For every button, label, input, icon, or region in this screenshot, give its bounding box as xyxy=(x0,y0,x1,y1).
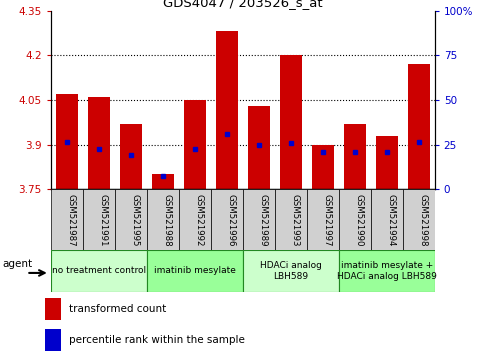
Text: GSM521987: GSM521987 xyxy=(67,194,76,247)
Bar xyxy=(51,250,147,292)
Bar xyxy=(339,250,435,292)
Bar xyxy=(247,106,270,189)
Bar xyxy=(375,136,398,189)
Bar xyxy=(243,189,275,250)
Bar xyxy=(87,97,110,189)
Text: imatinib mesylate: imatinib mesylate xyxy=(154,266,236,275)
Title: GDS4047 / 203526_s_at: GDS4047 / 203526_s_at xyxy=(163,0,323,10)
Bar xyxy=(184,100,206,189)
Text: no treatment control: no treatment control xyxy=(52,266,146,275)
Text: GSM521993: GSM521993 xyxy=(291,194,300,247)
Bar xyxy=(403,189,435,250)
Bar xyxy=(45,329,61,351)
Bar xyxy=(115,189,147,250)
Text: GSM521995: GSM521995 xyxy=(131,194,140,247)
Text: GSM521994: GSM521994 xyxy=(387,194,396,247)
Text: HDACi analog
LBH589: HDACi analog LBH589 xyxy=(260,261,322,280)
Text: GSM521992: GSM521992 xyxy=(195,194,204,247)
Text: GSM521990: GSM521990 xyxy=(355,194,364,247)
Bar xyxy=(45,298,61,320)
Bar xyxy=(312,145,334,189)
Text: GSM521997: GSM521997 xyxy=(323,194,332,247)
Bar xyxy=(371,189,403,250)
Bar xyxy=(339,189,371,250)
Bar xyxy=(307,189,339,250)
Bar xyxy=(179,189,211,250)
Bar xyxy=(211,189,243,250)
Bar xyxy=(408,64,430,189)
Bar xyxy=(343,124,366,189)
Bar xyxy=(119,124,142,189)
Text: imatinib mesylate +
HDACi analog LBH589: imatinib mesylate + HDACi analog LBH589 xyxy=(337,261,437,280)
Bar xyxy=(280,55,302,189)
Text: agent: agent xyxy=(2,259,33,269)
Bar xyxy=(152,175,174,189)
Bar xyxy=(147,189,179,250)
Bar xyxy=(56,94,78,189)
Bar xyxy=(215,32,238,189)
Bar xyxy=(275,189,307,250)
Bar xyxy=(243,250,339,292)
Bar xyxy=(83,189,115,250)
Text: GSM521996: GSM521996 xyxy=(227,194,236,247)
Text: transformed count: transformed count xyxy=(69,304,167,314)
Text: GSM521998: GSM521998 xyxy=(419,194,428,247)
Bar xyxy=(51,189,83,250)
Text: percentile rank within the sample: percentile rank within the sample xyxy=(69,335,245,346)
Bar xyxy=(147,250,243,292)
Text: GSM521991: GSM521991 xyxy=(99,194,108,247)
Text: GSM521988: GSM521988 xyxy=(163,194,172,247)
Text: GSM521989: GSM521989 xyxy=(259,194,268,247)
